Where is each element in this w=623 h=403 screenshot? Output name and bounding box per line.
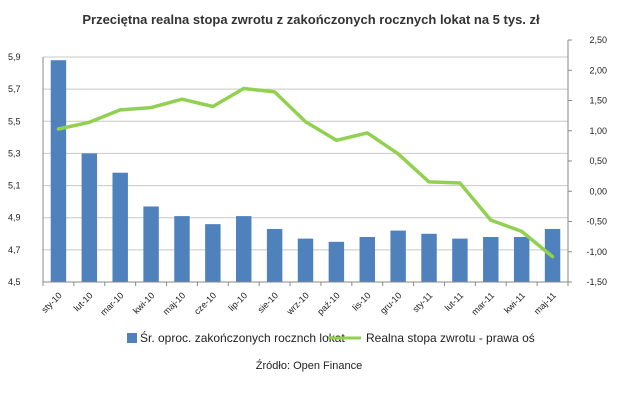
line-series — [56, 86, 555, 259]
bar — [112, 172, 128, 282]
line-point — [366, 131, 369, 135]
left-tick-label: 5,1 — [8, 181, 21, 191]
bar — [236, 216, 252, 282]
line-point — [211, 105, 215, 108]
x-tick-label: lip-10 — [227, 290, 250, 313]
right-tick-label: -0,50 — [586, 217, 607, 227]
bar — [483, 237, 499, 282]
line-point — [273, 90, 276, 94]
left-axis-ticks: 5,9 5,7 5,5 5,3 5,1 4,9 4,7 4,5 — [8, 52, 21, 287]
bar — [390, 230, 406, 282]
right-tick-label: 2,00 — [589, 65, 607, 75]
right-axis-ticks: 2,50 2,00 1,50 1,00 0,50 0,00 -0,50 -1,00 -1,50 — [568, 35, 607, 287]
line-point — [551, 255, 554, 258]
x-tick-label: mar-10 — [98, 290, 125, 317]
x-tick-label: lut-11 — [443, 290, 466, 313]
line-point — [57, 127, 60, 131]
x-tick-label: sty-11 — [411, 290, 435, 314]
bar — [81, 153, 98, 282]
bar — [174, 216, 190, 282]
chart-title: Przeciętna realna stopa zwrotu z zakończ… — [82, 12, 540, 27]
bar — [359, 237, 375, 282]
line-point — [335, 139, 338, 142]
right-tick-label: -1,50 — [586, 277, 607, 287]
line-point — [119, 108, 122, 112]
right-tick-label: 0,00 — [589, 186, 607, 196]
line-point — [304, 120, 307, 123]
bar — [328, 241, 345, 282]
x-tick-label: paź-10 — [315, 290, 342, 317]
left-tick-label: 5,3 — [8, 148, 21, 158]
x-tick-label: gru-10 — [378, 290, 403, 315]
bar — [143, 206, 159, 282]
bar — [205, 224, 221, 282]
line-point — [180, 97, 184, 101]
left-tick-label: 4,9 — [8, 213, 21, 223]
line-point — [520, 230, 523, 233]
bar — [297, 238, 314, 282]
left-tick-label: 4,7 — [8, 245, 21, 255]
x-tick-label: sie-10 — [256, 290, 280, 314]
legend-bar-swatch — [127, 333, 137, 343]
left-tick-label: 4,5 — [8, 277, 21, 287]
line-point — [458, 181, 462, 185]
right-tick-label: 2,50 — [589, 35, 607, 45]
left-tick-label: 5,9 — [8, 52, 21, 62]
x-tick-label: lut-10 — [72, 290, 95, 313]
x-tick-label: mar-11 — [469, 290, 496, 317]
line-point — [489, 218, 492, 222]
bar — [266, 228, 283, 282]
bar — [452, 238, 468, 282]
bar — [513, 237, 530, 282]
right-tick-label: -1,00 — [586, 247, 607, 257]
x-axis-ticks: sty-10 lut-10 mar-10 kwi-10 maj-10 cze-10 lip-… — [39, 290, 558, 317]
x-tick-label: maj-11 — [532, 290, 558, 316]
right-tick-label: 0,50 — [589, 156, 607, 166]
x-tick-label: wrz-10 — [284, 290, 311, 317]
x-tick-label: sty-10 — [39, 290, 63, 314]
legend-bar-label: Śr. oproc. zakończonych rocznch lokat — [140, 330, 345, 345]
x-tick-label: lis-10 — [350, 290, 372, 312]
source-note: Źródło: Open Finance — [256, 359, 362, 372]
x-tick-label: kwi-11 — [502, 290, 527, 315]
x-tick-label: kwi-10 — [131, 290, 156, 315]
x-tick-label: cze-10 — [192, 290, 218, 316]
line-path — [56, 86, 555, 259]
right-tick-label: 1,50 — [589, 96, 607, 106]
right-tick-label: 1,00 — [589, 126, 607, 136]
left-tick-label: 5,7 — [8, 84, 21, 94]
legend: Śr. oproc. zakończonych rocznch lokat Re… — [127, 330, 535, 345]
left-tick-label: 5,5 — [8, 116, 21, 126]
line-point — [242, 87, 245, 90]
line-point — [149, 106, 153, 109]
legend-line-label: Realna stopa zwrotu - prawa oś — [366, 331, 535, 345]
line-point — [396, 152, 400, 155]
x-tick-label: maj-10 — [161, 290, 188, 317]
bar-series — [50, 60, 561, 282]
bar — [421, 233, 437, 282]
line-point — [427, 180, 431, 184]
bar — [50, 60, 67, 282]
line-point — [88, 121, 91, 124]
